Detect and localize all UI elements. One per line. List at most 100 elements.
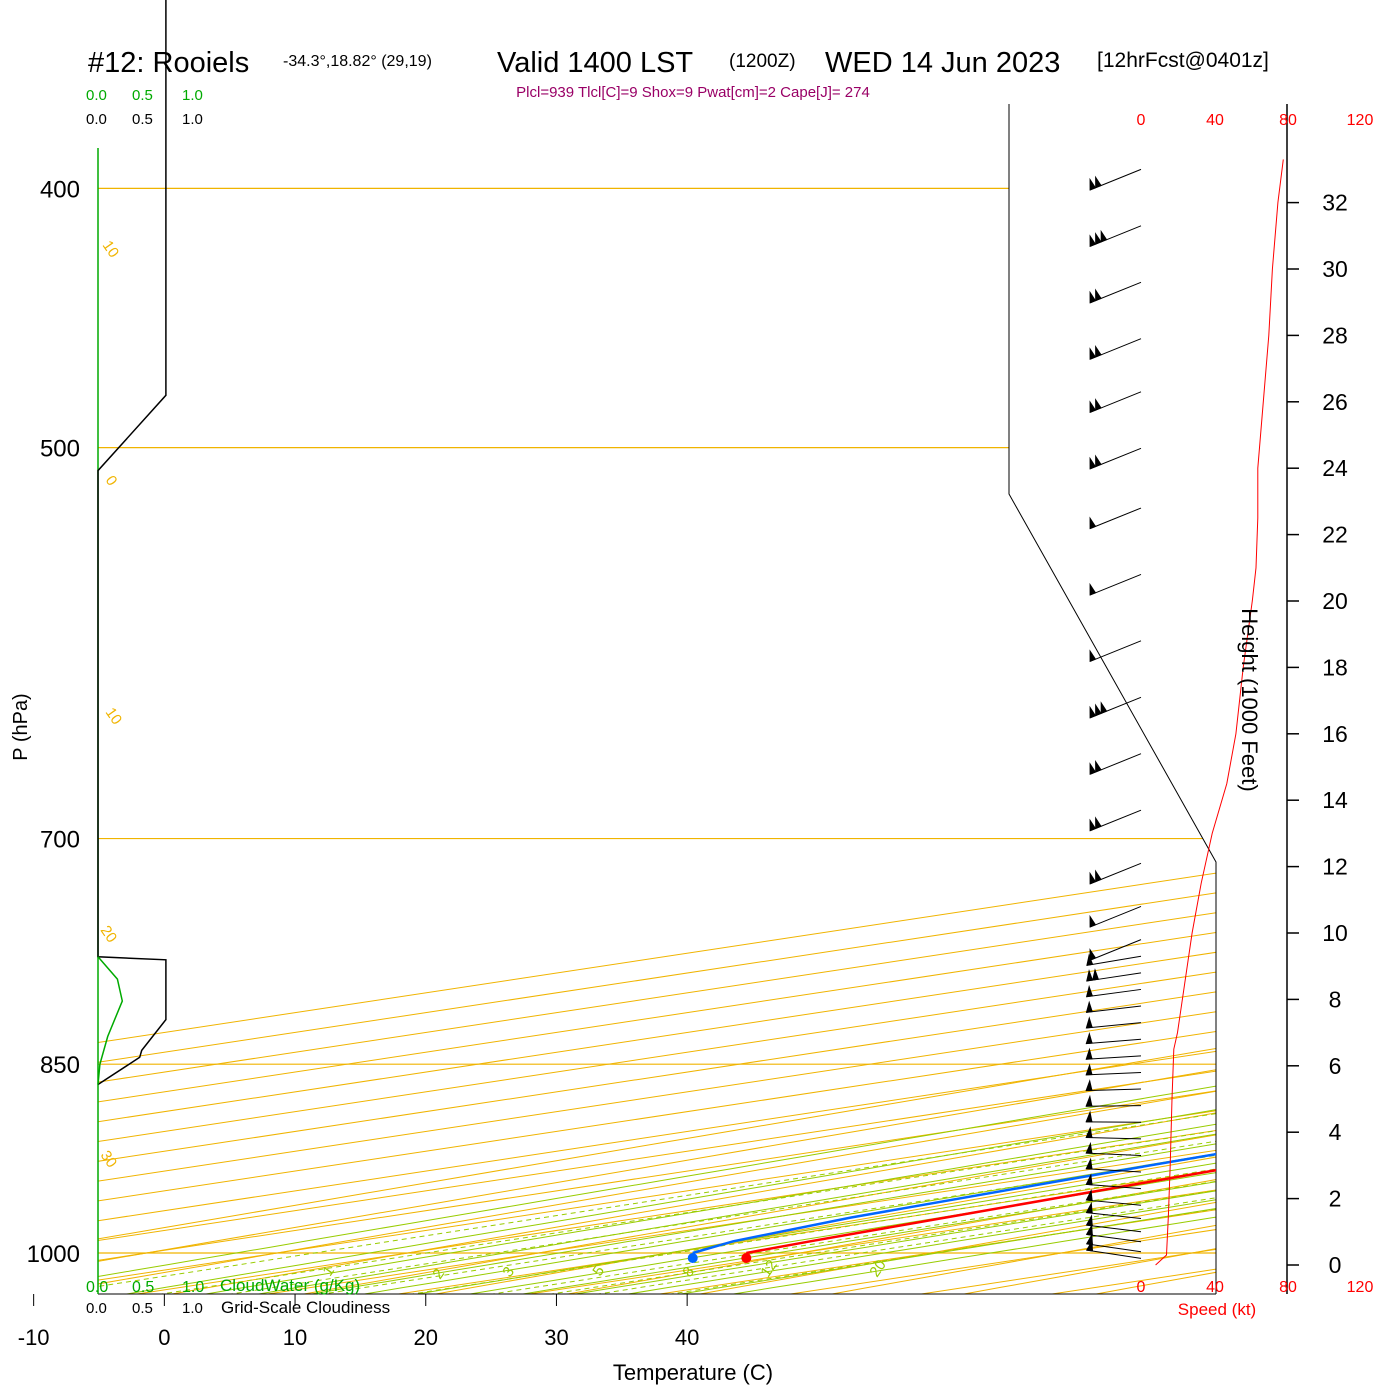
wind-barb: [1085, 1141, 1142, 1156]
height-tick-label: 6: [1329, 1053, 1342, 1079]
moist-adiabat: [308, 1143, 1216, 1294]
height-tick-label: 24: [1322, 455, 1348, 481]
wind-barb-half: [1095, 349, 1102, 356]
isotherm--130: [98, 892, 1216, 1063]
wind-barb-half: [1088, 1098, 1093, 1107]
wind-barb: [1089, 573, 1142, 596]
wind-barb: [1086, 953, 1142, 966]
cloud-water-bottom-1: 0.5: [132, 1279, 154, 1296]
sounding-profiles: [687, 1152, 1216, 1263]
cloud-water-bottom-2: 1.0: [182, 1279, 204, 1296]
wind-barb-half: [1088, 1051, 1093, 1060]
wind-barb-half: [1088, 1004, 1093, 1012]
wind-barb: [1085, 984, 1142, 998]
isotherm--70: [98, 1011, 1216, 1182]
wind-barb-shaft: [1086, 1183, 1142, 1190]
cloud-water-bottom-0: 0.0: [86, 1279, 108, 1296]
cloud-water-top-1: 0.5: [132, 87, 153, 104]
height-tick-label: 2: [1329, 1186, 1342, 1212]
wind-barb-shaft: [1086, 1038, 1142, 1045]
height-tick-label: 28: [1322, 322, 1348, 348]
wind-barb-shaft: [1086, 1224, 1142, 1233]
wind-barb-half: [1089, 587, 1096, 594]
wind-barb-half: [1089, 1177, 1093, 1186]
wind-barb: [1085, 1047, 1142, 1060]
wind-barb-feather: [1089, 347, 1097, 360]
wind-barb-feather: [1085, 1189, 1093, 1202]
frame-edge: [1008, 104, 1217, 1294]
wind-barb-shaft: [1086, 1168, 1142, 1173]
p-tick-label: 700: [40, 827, 80, 854]
wind-barb-half: [1095, 292, 1102, 299]
height-axis-title: Height (1000 Feet): [1237, 608, 1262, 791]
height-tick-label: 4: [1329, 1119, 1342, 1145]
cloudiness-bottom-2: 1.0: [182, 1300, 203, 1317]
wind-barb-feather: [1085, 1239, 1093, 1252]
wind-barb-feather: [1095, 703, 1102, 717]
wind-barb: [1089, 809, 1142, 832]
wind-barb: [1089, 905, 1142, 928]
x-tick-label: 30: [544, 1325, 568, 1350]
isotherm--60: [98, 1031, 1216, 1202]
wind-barb-feather: [1085, 1214, 1093, 1227]
wind-barb-shaft: [1086, 1055, 1142, 1060]
wind-barb-half: [1088, 1130, 1093, 1138]
wind-barb-shaft: [1085, 1105, 1142, 1107]
wind-barb-half: [1095, 820, 1102, 827]
height-tick-label: 32: [1322, 190, 1348, 216]
speed-top-0: 0: [1137, 112, 1146, 129]
wind-barb-feather: [1085, 1157, 1093, 1170]
wind-barb-shaft: [1089, 939, 1142, 961]
height-tick-label: 16: [1322, 721, 1348, 747]
wind-barb-feather: [1089, 177, 1097, 191]
wind-barb-half: [1088, 1020, 1093, 1028]
valid-label: Valid 1400 LST: [497, 47, 693, 79]
surface-temperature-dot: [741, 1253, 752, 1263]
height-tick-label: 18: [1322, 654, 1348, 680]
wind-barb-half: [1095, 179, 1102, 186]
wind-barb-shaft: [1086, 1136, 1142, 1140]
wind-barb: [1089, 696, 1142, 719]
wind-barb-shaft: [1086, 1199, 1142, 1206]
wind-barb-feather: [1085, 1173, 1093, 1186]
cloudiness-bottom-1: 0.5: [132, 1300, 153, 1317]
thermo-grid: [98, 187, 1216, 1294]
wind-barb-shaft: [1086, 1088, 1142, 1092]
wind-barb-shaft: [1086, 1152, 1142, 1156]
wind-barb-feather: [1100, 229, 1108, 243]
wind-barb-feather: [1095, 454, 1102, 468]
wind-barb-half: [1095, 764, 1102, 771]
wind-barb-feather: [1085, 1223, 1093, 1236]
cloudiness-bottom-0: 0.0: [86, 1300, 107, 1317]
speed-bottom-120: 120: [1347, 1279, 1374, 1296]
forecast-label: [12hrFcst@0401z]: [1097, 49, 1269, 72]
wind-barb-shaft: [1089, 507, 1142, 530]
isotherm--80: [98, 991, 1216, 1162]
speed-bottom-0: 0: [1137, 1279, 1146, 1296]
wind-barb: [1085, 1110, 1142, 1123]
wind-barb: [1085, 1223, 1142, 1243]
wind-barb-feather: [1089, 234, 1097, 248]
adiabat-label: 20: [97, 923, 120, 946]
height-tick-label: 8: [1329, 986, 1342, 1012]
wind-barb-feather: [1089, 818, 1097, 832]
wind-barb-feather: [1089, 400, 1097, 414]
dry-adiabat: [98, 1090, 1216, 1285]
wind-barb-shaft: [1086, 1071, 1142, 1076]
wind-barb: [1089, 225, 1142, 248]
wind-barb-shaft: [1086, 1243, 1142, 1253]
cloud-water-top-0: 0.0: [86, 87, 107, 104]
mixing-ratio-line: [408, 1168, 1216, 1294]
wind-barb: [1085, 1189, 1142, 1206]
moist-adiabat: [98, 1085, 1216, 1278]
wind-barb-feather: [1089, 914, 1097, 928]
speed-axis-bottom: 0 40 80 120: [1137, 1279, 1374, 1296]
wind-barb-half: [1090, 1243, 1094, 1252]
p-tick-label: 1000: [27, 1241, 80, 1268]
wind-barb-feather: [1089, 762, 1097, 775]
wind-barb-feather: [1089, 456, 1097, 470]
speed-bottom-80: 80: [1279, 1279, 1297, 1296]
